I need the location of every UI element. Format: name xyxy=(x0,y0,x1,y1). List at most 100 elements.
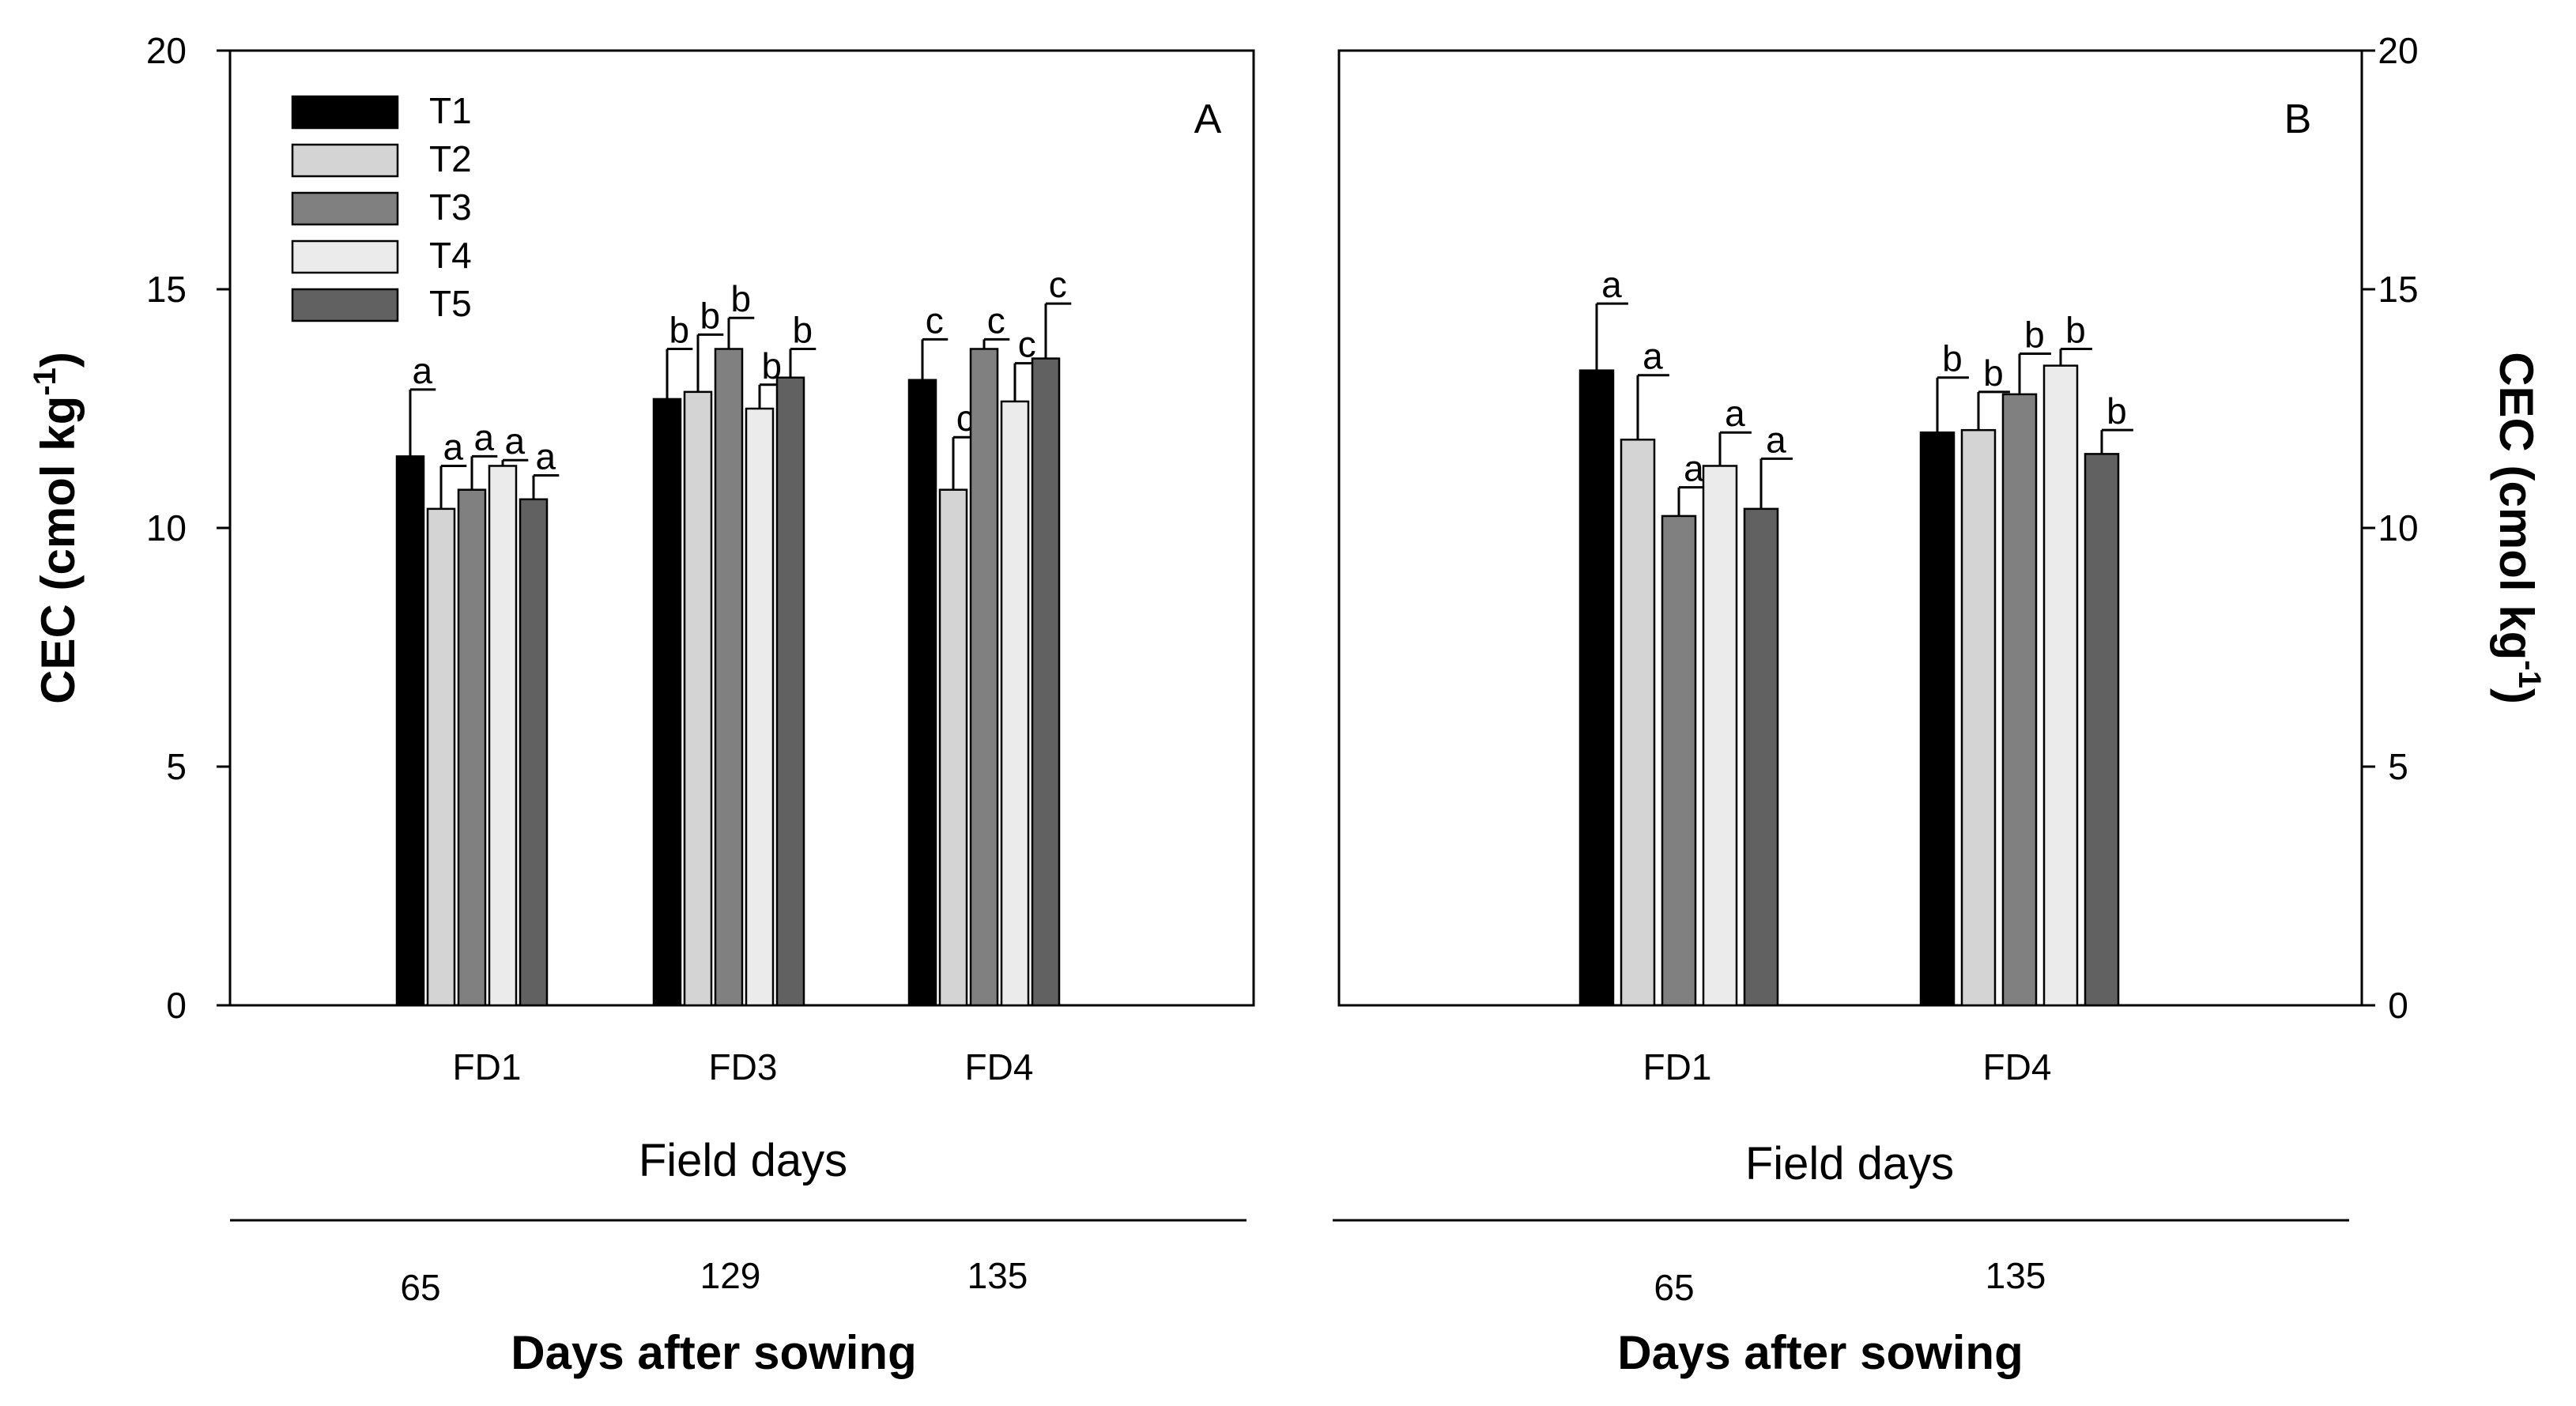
legend-label: T4 xyxy=(429,235,472,276)
bar xyxy=(1578,369,1615,1007)
y-title-close: ) xyxy=(2490,688,2543,704)
significance-letter: a xyxy=(505,420,526,462)
bar xyxy=(745,407,775,1007)
y-tick-label: 0 xyxy=(2388,985,2408,1026)
significance-letter: a xyxy=(443,426,464,467)
y-tick-label: 5 xyxy=(166,746,187,787)
y-title-close: ) xyxy=(32,352,85,368)
significance-letter: b xyxy=(2065,310,2086,351)
panel-b-secondary-axis-title: Days after sowing xyxy=(1617,1326,2023,1379)
bar xyxy=(1000,400,1030,1007)
panel-a-y-axis: 0 5 10 15 20 xyxy=(146,30,230,1026)
significance-letter: a xyxy=(1725,393,1745,434)
panel-a-label: A xyxy=(1194,96,1222,142)
significance-letter: a xyxy=(474,417,495,458)
panel-b-frame xyxy=(1337,49,2363,1007)
significance-letter: b xyxy=(1983,352,2004,394)
category-label: FD4 xyxy=(965,1046,1034,1087)
category-label: FD1 xyxy=(453,1046,522,1087)
significance-letter: a xyxy=(1643,336,1663,377)
significance-letter: b xyxy=(793,310,813,351)
bar xyxy=(488,465,518,1007)
legend-swatch xyxy=(291,288,399,322)
bar xyxy=(714,348,744,1007)
significance-letter: b xyxy=(669,310,690,351)
legend-swatch xyxy=(291,95,399,130)
y-tick-label: 5 xyxy=(2388,746,2408,787)
y-tick-label: 20 xyxy=(146,30,187,71)
y-tick-label: 10 xyxy=(146,507,187,548)
category-label: FD4 xyxy=(1983,1046,2052,1087)
bar xyxy=(1743,507,1779,1007)
secondary-tick-label: 135 xyxy=(967,1255,1028,1296)
bar xyxy=(395,455,425,1007)
significance-letter: a xyxy=(413,350,433,391)
y-title-superscript: -1 xyxy=(2512,660,2547,688)
legend-swatch xyxy=(291,191,399,226)
bar xyxy=(1919,431,1956,1007)
secondary-tick-label: 135 xyxy=(1986,1255,2046,1296)
significance-letter: c xyxy=(1018,324,1036,365)
y-tick-label: 15 xyxy=(146,269,187,310)
bar xyxy=(775,376,805,1007)
significance-letter: a xyxy=(1601,264,1622,305)
bar xyxy=(683,390,713,1007)
panel-b-label: B xyxy=(2284,96,2312,142)
bar xyxy=(1031,357,1061,1007)
significance-letter: c xyxy=(1049,264,1067,305)
y-tick-label: 15 xyxy=(2378,269,2418,310)
y-tick-label: 20 xyxy=(2378,30,2418,71)
panel-b-x-axis-title: Field days xyxy=(1745,1138,1954,1189)
panel-a-x-axis-title: Field days xyxy=(639,1135,847,1186)
category-label: FD3 xyxy=(709,1046,778,1087)
panel-a-secondary-axis-title: Days after sowing xyxy=(511,1326,917,1379)
secondary-tick-label: 65 xyxy=(400,1267,440,1308)
significance-letter: b xyxy=(2106,390,2127,432)
legend-swatch xyxy=(291,143,399,178)
secondary-tick-label: 129 xyxy=(700,1255,761,1296)
panel-b-secondary-tick-labels: 65 135 xyxy=(1654,1255,2046,1308)
bar xyxy=(2084,453,2120,1007)
bar xyxy=(519,498,549,1007)
panel-b-category-labels: FD1 FD4 xyxy=(1643,1046,2052,1087)
significance-letter: b xyxy=(2024,315,2045,356)
bar xyxy=(1661,515,1697,1007)
bar xyxy=(1960,428,1997,1007)
significance-letter: b xyxy=(731,278,752,319)
category-label: FD1 xyxy=(1643,1046,1712,1087)
legend-label: T5 xyxy=(429,283,472,324)
legend-swatch xyxy=(291,239,399,274)
y-title-main: CEC (cmol kg xyxy=(32,396,85,704)
panel-b-y-axis: 0 5 10 15 20 xyxy=(2362,30,2419,1026)
bar xyxy=(907,379,937,1007)
y-tick-label: 10 xyxy=(2378,507,2418,548)
significance-letter: a xyxy=(1684,448,1704,489)
significance-letter: a xyxy=(1766,419,1786,460)
panel-a-y-axis-title: CEC (cmol kg-1) xyxy=(28,352,85,704)
bar xyxy=(938,488,968,1007)
legend-label: T3 xyxy=(429,187,472,228)
bar xyxy=(426,507,456,1007)
significance-letter: c xyxy=(926,300,944,341)
panel-a-secondary-tick-labels: 65 129 135 xyxy=(400,1255,1028,1308)
significance-letter: b xyxy=(700,295,721,336)
significance-letter: c xyxy=(987,300,1005,341)
y-title-superscript: -1 xyxy=(28,368,62,396)
legend-label: T1 xyxy=(429,90,472,131)
bar xyxy=(1702,465,1738,1007)
bar xyxy=(652,398,682,1007)
y-title-main: CEC (cmol kg xyxy=(2490,352,2543,660)
legend-label: T2 xyxy=(429,138,472,179)
bar xyxy=(969,348,999,1007)
bar xyxy=(2001,393,2038,1007)
panel-b-y-axis-title: CEC (cmol kg-1) xyxy=(2490,352,2547,704)
legend: T1 T2 T3 T4 T5 xyxy=(291,90,472,324)
panel-a-category-labels: FD1 FD3 FD4 xyxy=(453,1046,1034,1087)
bar xyxy=(1620,439,1656,1007)
significance-letter: b xyxy=(1942,338,1963,379)
secondary-tick-label: 65 xyxy=(1654,1267,1694,1308)
significance-letter: a xyxy=(536,436,556,477)
